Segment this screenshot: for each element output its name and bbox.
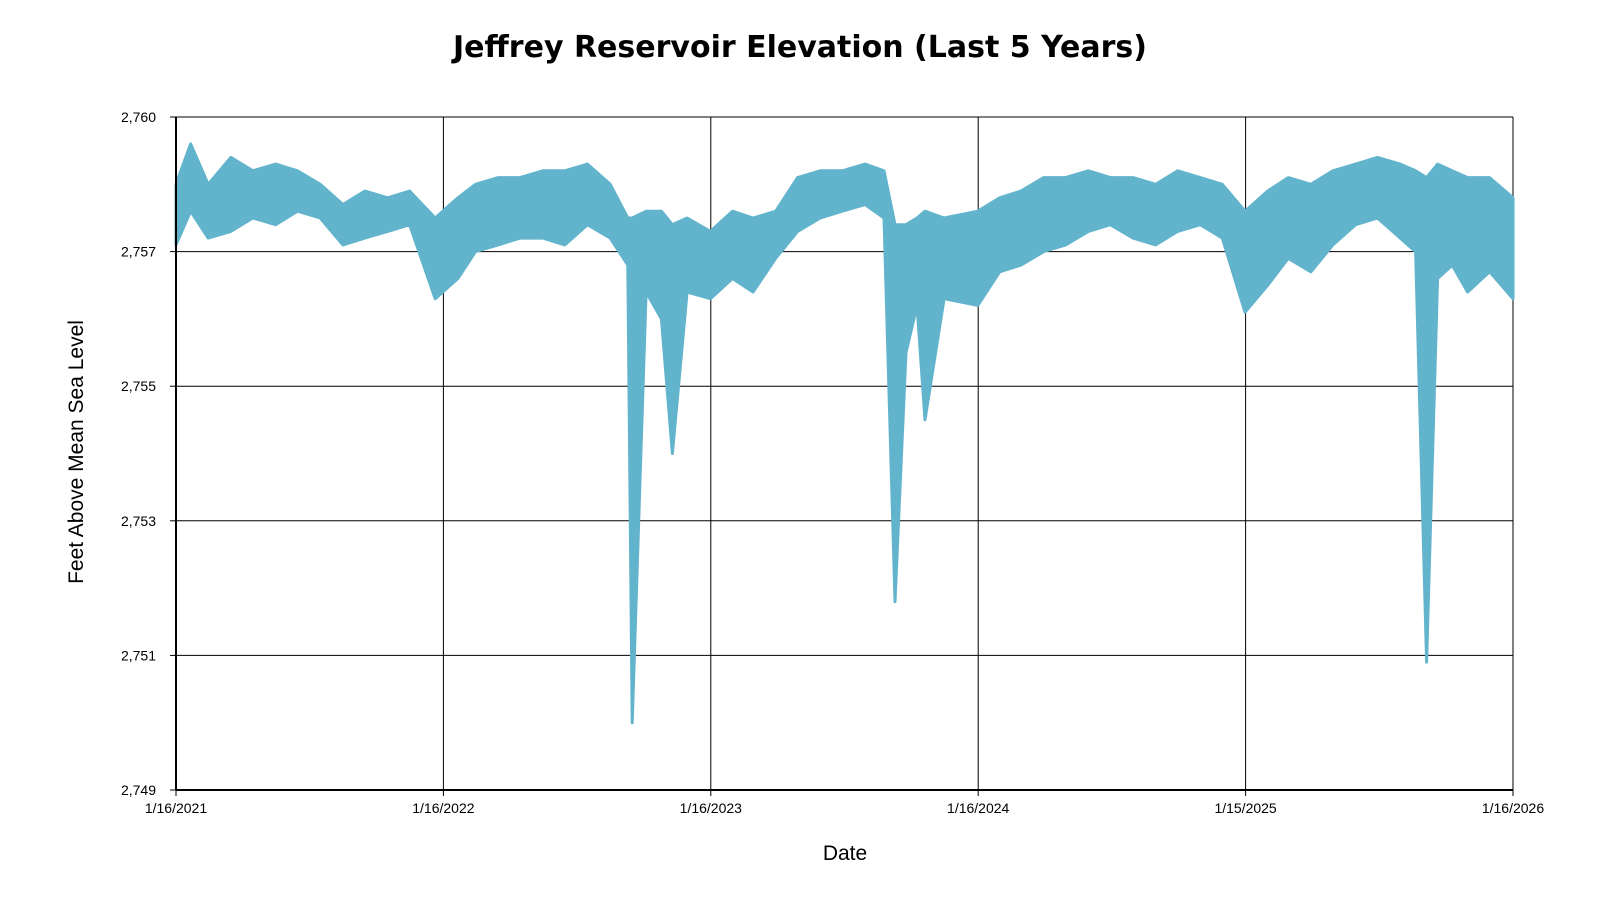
area-layer: [174, 142, 1515, 725]
chart-title: Jeffrey Reservoir Elevation (Last 5 Year…: [453, 30, 1147, 65]
x-axis-title: Date: [823, 842, 867, 865]
y-tick-label: 2,753: [121, 513, 156, 529]
x-tick-label: 1/15/2025: [1214, 800, 1276, 816]
x-tick-label: 1/16/2024: [947, 800, 1009, 816]
y-tick-label: 2,757: [121, 244, 156, 260]
x-tick-label: 1/16/2026: [1482, 800, 1544, 816]
y-tick-label: 2,749: [121, 782, 156, 798]
x-tick-label: 1/16/2023: [680, 800, 742, 816]
elevation-band: [174, 142, 1515, 725]
y-tick-label: 2,755: [121, 378, 156, 394]
x-tick-label: 1/16/2022: [412, 800, 474, 816]
labels-layer: 2,749 2,751 2,753 2,755 2,757 2,760 1/16/2021 1…: [121, 109, 1544, 816]
x-tick-label: 1/16/2021: [145, 800, 207, 816]
y-tick-label: 2,751: [121, 647, 156, 663]
y-tick-label: 2,760: [121, 109, 156, 125]
y-axis-title: Feet Above Mean Sea Level: [65, 320, 88, 584]
axes-layer: [170, 116, 1514, 796]
